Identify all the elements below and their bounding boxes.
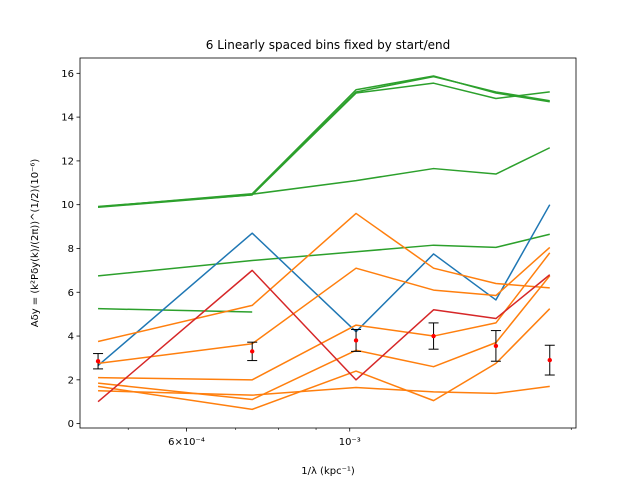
mean-point: [547, 357, 552, 363]
x-axis: 6×10⁻⁴ 10⁻³: [127, 428, 572, 448]
chart-title: 6 Linearly spaced bins fixed by start/en…: [206, 38, 451, 52]
y-axis: 0 2 4 6 8 10 12 14 16: [61, 69, 80, 430]
mean-point: [95, 359, 101, 364]
error-bar-4: [428, 322, 439, 350]
plot-frame: [79, 57, 577, 429]
series-line-4: [97, 147, 551, 208]
x-tick-label: 10⁻³: [339, 437, 361, 448]
y-tick-label: 0: [68, 419, 74, 430]
mean-point: [249, 349, 255, 354]
mean-point: [493, 343, 499, 349]
y-tick-label: 10: [61, 200, 74, 211]
series-line-8: [97, 212, 550, 343]
mean-point: [431, 333, 436, 339]
y-axis-label: Aδy = (k²Pδy(k)/(2π))^(1/2)(10⁻⁶): [30, 159, 41, 328]
series-line-14: [97, 269, 551, 403]
x-axis-label: 1/λ (kpc⁻¹): [301, 466, 355, 477]
series-line-5: [97, 233, 550, 277]
error-bar-2: [247, 341, 258, 362]
y-tick-label: 12: [61, 156, 74, 167]
x-tick-label: 6×10⁻⁴: [168, 437, 205, 448]
y-tick-label: 8: [68, 244, 74, 255]
error-bars: [93, 322, 555, 376]
error-bar-3: [351, 328, 362, 352]
error-bar-1: [93, 353, 104, 370]
y-tick-label: 2: [68, 375, 74, 386]
plot-lines: [97, 75, 551, 411]
series-line-13: [98, 385, 550, 396]
series-line-11: [97, 275, 551, 401]
y-tick-label: 4: [68, 332, 74, 343]
series-line-9: [97, 246, 551, 365]
series-line-12: [97, 308, 551, 411]
mean-point: [353, 338, 359, 343]
y-tick-label: 6: [68, 288, 74, 299]
error-bar-6: [544, 344, 555, 376]
y-tick-label: 14: [61, 113, 74, 124]
error-bar-5: [490, 330, 501, 362]
y-tick-label: 16: [61, 69, 74, 80]
